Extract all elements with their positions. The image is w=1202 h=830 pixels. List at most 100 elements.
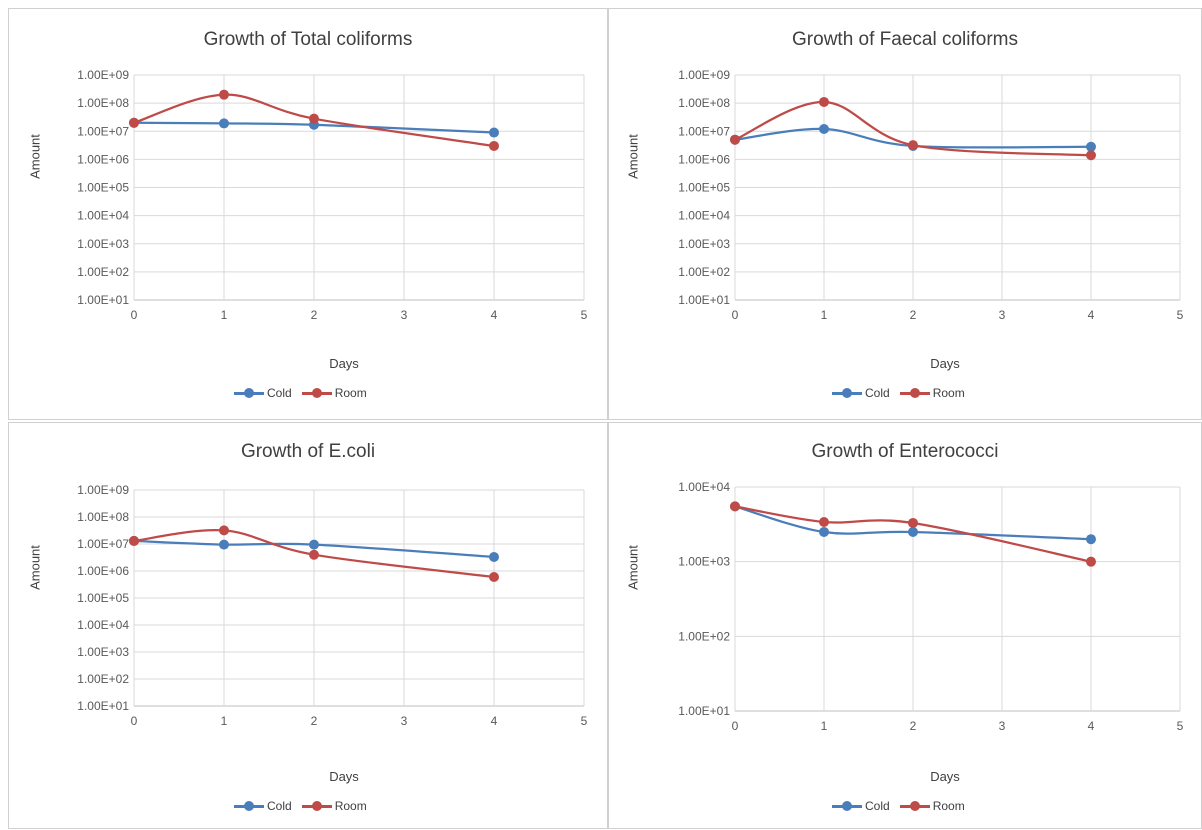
y-axis-label: Amount [27,545,43,590]
x-tick-label: 4 [1088,308,1095,322]
plot-area: 1.00E+01 1.00E+02 1.00E+03 1.00E+04 1.00E+05… [77,68,588,322]
data-point-room [129,117,139,128]
x-tick-label: 0 [131,714,138,728]
data-point-cold [819,124,829,135]
y-tick-label: 1.00E+09 [77,483,129,497]
x-tick-label: 5 [581,714,588,728]
chart-title: Growth of Enterococci [811,441,999,462]
legend-swatch-room [899,388,930,398]
x-tick-label: 4 [491,714,498,728]
y-tick-label: 1.00E+06 [678,152,730,166]
y-tick-label: 1.00E+04 [678,480,730,494]
chart-title: Growth of Total coliforms [203,29,413,50]
data-point-room [489,140,499,151]
x-tick-label: 2 [910,308,917,322]
legend-swatch-room [899,801,930,811]
data-point-room [730,501,740,512]
y-tick-label: 1.00E+01 [678,704,730,718]
y-tick-label: 1.00E+07 [678,124,730,138]
y-tick-label: 1.00E+05 [678,181,730,195]
x-tick-label: 0 [732,308,739,322]
y-axis-label: Amount [27,134,43,179]
data-point-cold [819,526,829,537]
legend-swatch-cold [832,801,862,811]
legend-label-cold: Cold [267,799,292,813]
data-point-room [819,96,829,107]
y-tick-label: 1.00E+04 [678,209,730,223]
data-point-room [219,525,229,536]
x-tick-label: 1 [821,719,828,733]
x-tick-label: 5 [1177,719,1184,733]
data-point-room [908,517,918,528]
data-point-room [129,535,139,546]
data-point-cold [219,539,229,550]
x-axis-label: Days [329,356,359,371]
legend-item-room: Room [899,386,965,400]
y-tick-label: 1.00E+05 [77,591,129,605]
x-tick-label: 4 [491,308,498,322]
y-tick-label: 1.00E+03 [678,555,730,569]
legend-label-cold: Cold [865,386,890,400]
data-point-cold [1086,141,1096,152]
y-tick-label: 1.00E+08 [77,96,129,110]
legend-label-cold: Cold [865,799,890,813]
x-tick-label: 2 [311,714,318,728]
data-point-room [219,89,229,100]
series-line-room [132,93,496,148]
x-tick-label: 0 [732,719,739,733]
y-tick-label: 1.00E+06 [77,564,129,578]
series-line-cold [132,539,496,559]
legend-label-room: Room [334,386,367,400]
data-point-room [309,113,319,124]
chart-title: Growth of E.coli [240,441,376,462]
x-tick-label: 5 [1177,308,1184,322]
y-tick-label: 1.00E+03 [77,237,129,251]
y-tick-label: 1.00E+02 [678,265,730,279]
plot-area: 1.00E+01 1.00E+02 1.00E+03 1.00E+04 0 1 2 3 4 5 [678,480,1184,733]
data-point-room [819,516,829,527]
series-line-room [733,505,1093,563]
x-tick-label: 3 [401,308,408,322]
x-tick-label: 3 [999,308,1006,322]
chart-panel-faecal-coliforms: 1.00E+01 1.00E+02 1.00E+03 1.00E+04 1.00E+05… [608,8,1202,420]
legend-label-room: Room [932,799,965,813]
x-tick-label: 5 [581,308,588,322]
data-point-cold [489,127,499,138]
series-line-cold [132,121,496,134]
plot-area: 1.00E+01 1.00E+02 1.00E+03 1.00E+04 1.00E+05… [77,483,588,728]
legend-swatch-cold [832,388,862,398]
data-point-room [908,140,918,151]
chart-panel-enterococci: 1.00E+01 1.00E+02 1.00E+03 1.00E+04 0 1 2 3 4 5 G… [608,422,1202,829]
legend-swatch-cold [234,801,264,811]
data-point-cold [1086,534,1096,545]
data-point-room [1086,150,1096,161]
legend: Cold Room [229,386,372,400]
legend: Cold Room [827,799,970,813]
legend-label-room: Room [334,799,367,813]
x-tick-label: 0 [131,308,138,322]
legend-item-cold: Cold [832,799,890,813]
series-line-cold [733,505,1093,541]
legend-item-room: Room [899,799,965,813]
data-point-cold [309,539,319,550]
x-tick-label: 2 [910,719,917,733]
chart-panel-e-coli: 1.00E+01 1.00E+02 1.00E+03 1.00E+04 1.00E+05… [8,422,608,829]
data-point-room [730,134,740,145]
y-tick-label: 1.00E+03 [678,237,730,251]
data-point-cold [908,526,918,537]
legend-swatch-room [301,388,332,398]
x-tick-label: 4 [1088,719,1095,733]
data-point-room [1086,556,1096,567]
x-axis-label: Days [930,769,960,784]
x-tick-label: 3 [401,714,408,728]
series-line-room [733,100,1093,157]
series-line-cold [733,127,1093,149]
plot-area: 1.00E+01 1.00E+02 1.00E+03 1.00E+04 1.00E+05… [678,68,1184,322]
data-point-cold [489,552,499,563]
y-tick-label: 1.00E+03 [77,645,129,659]
y-tick-label: 1.00E+01 [77,293,129,307]
x-tick-label: 3 [999,719,1006,733]
x-tick-label: 1 [221,308,228,322]
legend-item-cold: Cold [832,386,890,400]
y-tick-label: 1.00E+05 [77,181,129,195]
